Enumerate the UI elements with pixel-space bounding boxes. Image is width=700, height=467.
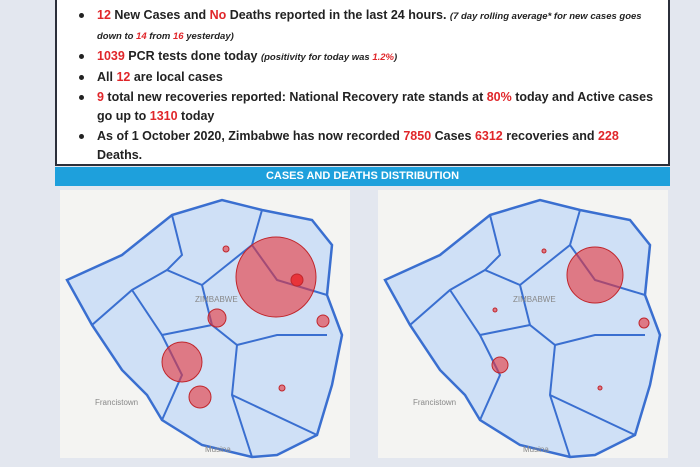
text: (7 day rolling average* for new cases go…	[97, 11, 642, 42]
text: As of 1 October 2020, Zimbabwe has now r…	[97, 129, 404, 143]
text: New Cases and	[110, 8, 210, 22]
bullet-list: 12 New Cases and No Deaths reported in t…	[57, 0, 668, 165]
highlight-text: 12	[97, 8, 111, 22]
text: Cases	[431, 129, 475, 143]
text: total new recoveries reported: National …	[103, 90, 487, 104]
text: (positivity for today was	[260, 52, 373, 63]
map-label: Musina	[205, 445, 231, 454]
highlight-text: 6312	[474, 129, 503, 143]
highlight-text: 7850	[403, 129, 432, 143]
text: PCR tests done today	[124, 49, 261, 63]
text: All	[97, 70, 117, 84]
bullet: As of 1 October 2020, Zimbabwe has now r…	[79, 127, 660, 165]
map-label: ZIMBABWE	[513, 295, 556, 304]
text: today and Active cases go up to	[97, 90, 654, 123]
bullet: 1039 PCR tests done today (positivity fo…	[79, 47, 660, 67]
bullet: 12 New Cases and No Deaths reported in t…	[79, 6, 660, 46]
bullet: 9 total new recoveries reported: Nationa…	[79, 88, 660, 126]
highlight-text: 14	[136, 31, 147, 42]
highlight-text: No	[209, 8, 227, 22]
summary-box: 12 New Cases and No Deaths reported in t…	[55, 0, 670, 166]
bullet: All 12 are local cases	[79, 68, 660, 87]
map	[65, 198, 344, 459]
text: Deaths reported in the last 24 hours.	[226, 8, 450, 22]
text: yesterday)	[183, 31, 234, 42]
map-label: Francistown	[413, 398, 456, 407]
text: Deaths.	[97, 148, 143, 162]
text: today	[177, 109, 215, 123]
highlight-text: 9	[97, 90, 104, 104]
map-label: ZIMBABWE	[195, 295, 238, 304]
section-banner: CASES AND DEATHS DISTRIBUTION	[55, 167, 670, 186]
highlight-text: 1039	[97, 49, 125, 63]
map-label: Musina	[523, 445, 549, 454]
text: )	[394, 52, 398, 63]
highlight-text: 228	[597, 129, 619, 143]
text: recoveries and	[502, 129, 598, 143]
text: from	[146, 31, 174, 42]
highlight-text: 12	[116, 70, 131, 84]
highlight-text: 1310	[149, 109, 178, 123]
highlight-text: 16	[173, 31, 184, 42]
map	[383, 198, 662, 459]
highlight-text: 80%	[486, 90, 512, 104]
text: are local cases	[130, 70, 223, 84]
map-label: Francistown	[95, 398, 138, 407]
highlight-text: 1.2%	[372, 52, 394, 63]
